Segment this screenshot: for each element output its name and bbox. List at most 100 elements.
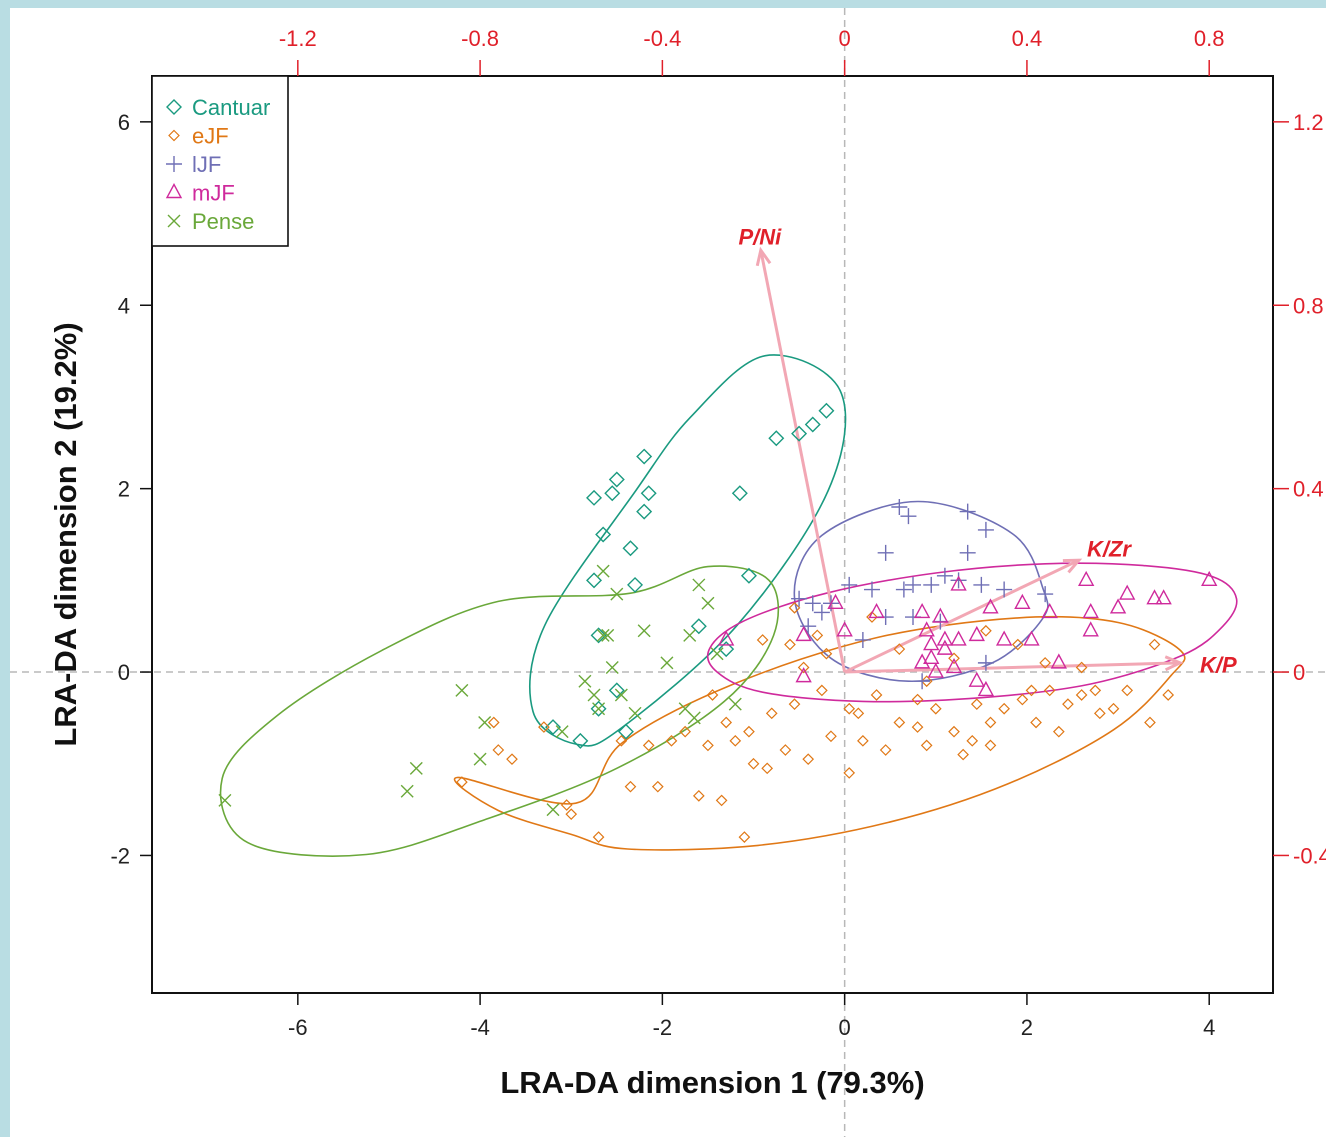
point-ejf [492,744,505,756]
top-tick-label: 0.8 [1194,26,1225,51]
point-ljf [914,673,931,690]
point-cantuar [718,641,735,658]
point-ejf [1062,698,1074,710]
point-ejf [1043,684,1056,697]
point-pense [683,628,697,642]
point-pense [628,706,642,720]
y-tick-label: 0 [118,660,130,685]
point-ljf [977,654,994,671]
right-tick-label: 0.4 [1293,477,1324,502]
point-pense [692,578,706,592]
chart-panel: -6 -4 -2 0 2 4 -2 0 2 4 6 -1.2 -0.8 -0.4 0 0.4 0.8 1.2 0.8… [10,8,1326,1137]
point-ljf [804,595,821,612]
point-cantuar [586,489,603,506]
point-mjf [968,671,985,687]
point-cantuar [768,430,785,447]
point-ljf [973,576,990,593]
series-mjf [717,570,1218,697]
point-ejf [565,808,578,821]
point-ejf [870,689,883,701]
point-ejf [560,799,573,811]
legend-label-cantuar: Cantuar [192,95,270,120]
point-cantuar [590,627,607,644]
y-tick-label: 2 [118,477,130,502]
top-tick-label: 0 [839,26,851,51]
point-mjf [1155,589,1172,605]
point-ejf [779,744,792,756]
point-pense [701,596,715,610]
point-ejf [966,734,979,747]
point-mjf [923,648,940,664]
point-cantuar [572,732,589,749]
point-ejf [651,780,664,793]
arrow-k-p [844,661,1181,674]
point-cantuar [608,682,625,699]
point-ejf [820,647,833,660]
point-ejf [857,734,869,747]
point-ejf [729,734,742,747]
point-ljf [891,498,908,515]
point-cantuar [627,576,644,593]
ellipse-pense [219,565,780,857]
point-ejf [765,707,778,720]
point-cantuar [590,700,607,717]
point-mjf [1077,570,1095,587]
point-cantuar [791,425,808,442]
point-ejf [816,684,828,697]
point-ljf [841,576,858,593]
arrow-k-zr [844,558,1080,674]
point-ejf [487,716,500,729]
point-ejf [1148,638,1161,651]
point-pense [687,711,701,725]
point-pense [728,697,742,711]
top-tick-label: -1.2 [279,26,317,51]
point-ejf [1075,661,1088,674]
point-ejf [784,638,796,651]
point-cantuar [545,719,561,736]
point-mjf [913,602,931,619]
point-ejf [456,776,468,788]
arrow-label-k-zr: K/Zr [1087,536,1132,561]
point-ejf [761,762,774,775]
point-ljf [895,581,912,598]
point-cantuar [640,485,657,502]
point-pense [660,656,674,670]
x-tick-label: -2 [653,1015,673,1040]
point-pense [605,660,619,674]
point-ejf [802,753,815,766]
point-ljf [996,581,1013,598]
legend-marker-pense [167,214,181,228]
point-ejf [1075,689,1088,701]
point-pense [218,793,232,807]
point-mjf [968,625,985,642]
legend-label-ejf: eJF [192,124,229,149]
point-ejf [866,611,878,623]
point-cantuar [608,471,625,488]
point-mjf [1041,602,1058,619]
arrow-label-p-ni: P/Ni [738,224,782,249]
point-ejf [720,716,733,729]
point-ejf [592,831,605,843]
point-mjf [1014,593,1031,609]
point-mjf [1201,570,1218,587]
legend-label-mjf: mJF [192,181,235,206]
biplot-chart: -6 -4 -2 0 2 4 -2 0 2 4 6 -1.2 -0.8 -0.4 0 0.4 0.8 1.2 0.8… [10,8,1326,1137]
point-ejf [1030,716,1042,729]
point-ejf [624,780,637,793]
point-ejf [1144,716,1156,729]
point-pense [614,688,628,702]
point-ejf [1011,638,1024,651]
point-mjf [950,630,967,646]
ellipse-ljf [793,500,1049,683]
point-ejf [879,744,892,756]
point-pense [473,752,487,766]
point-ejf [1052,725,1065,738]
point-ljf [813,604,830,621]
point-mjf [1023,630,1040,646]
legend-marker-mjf [165,183,183,199]
arrowhead-p-ni [755,246,772,267]
x-tick-label: 2 [1021,1015,1033,1040]
ellipse-cantuar [529,354,847,747]
point-ljf [791,590,808,607]
point-pense [409,761,423,775]
